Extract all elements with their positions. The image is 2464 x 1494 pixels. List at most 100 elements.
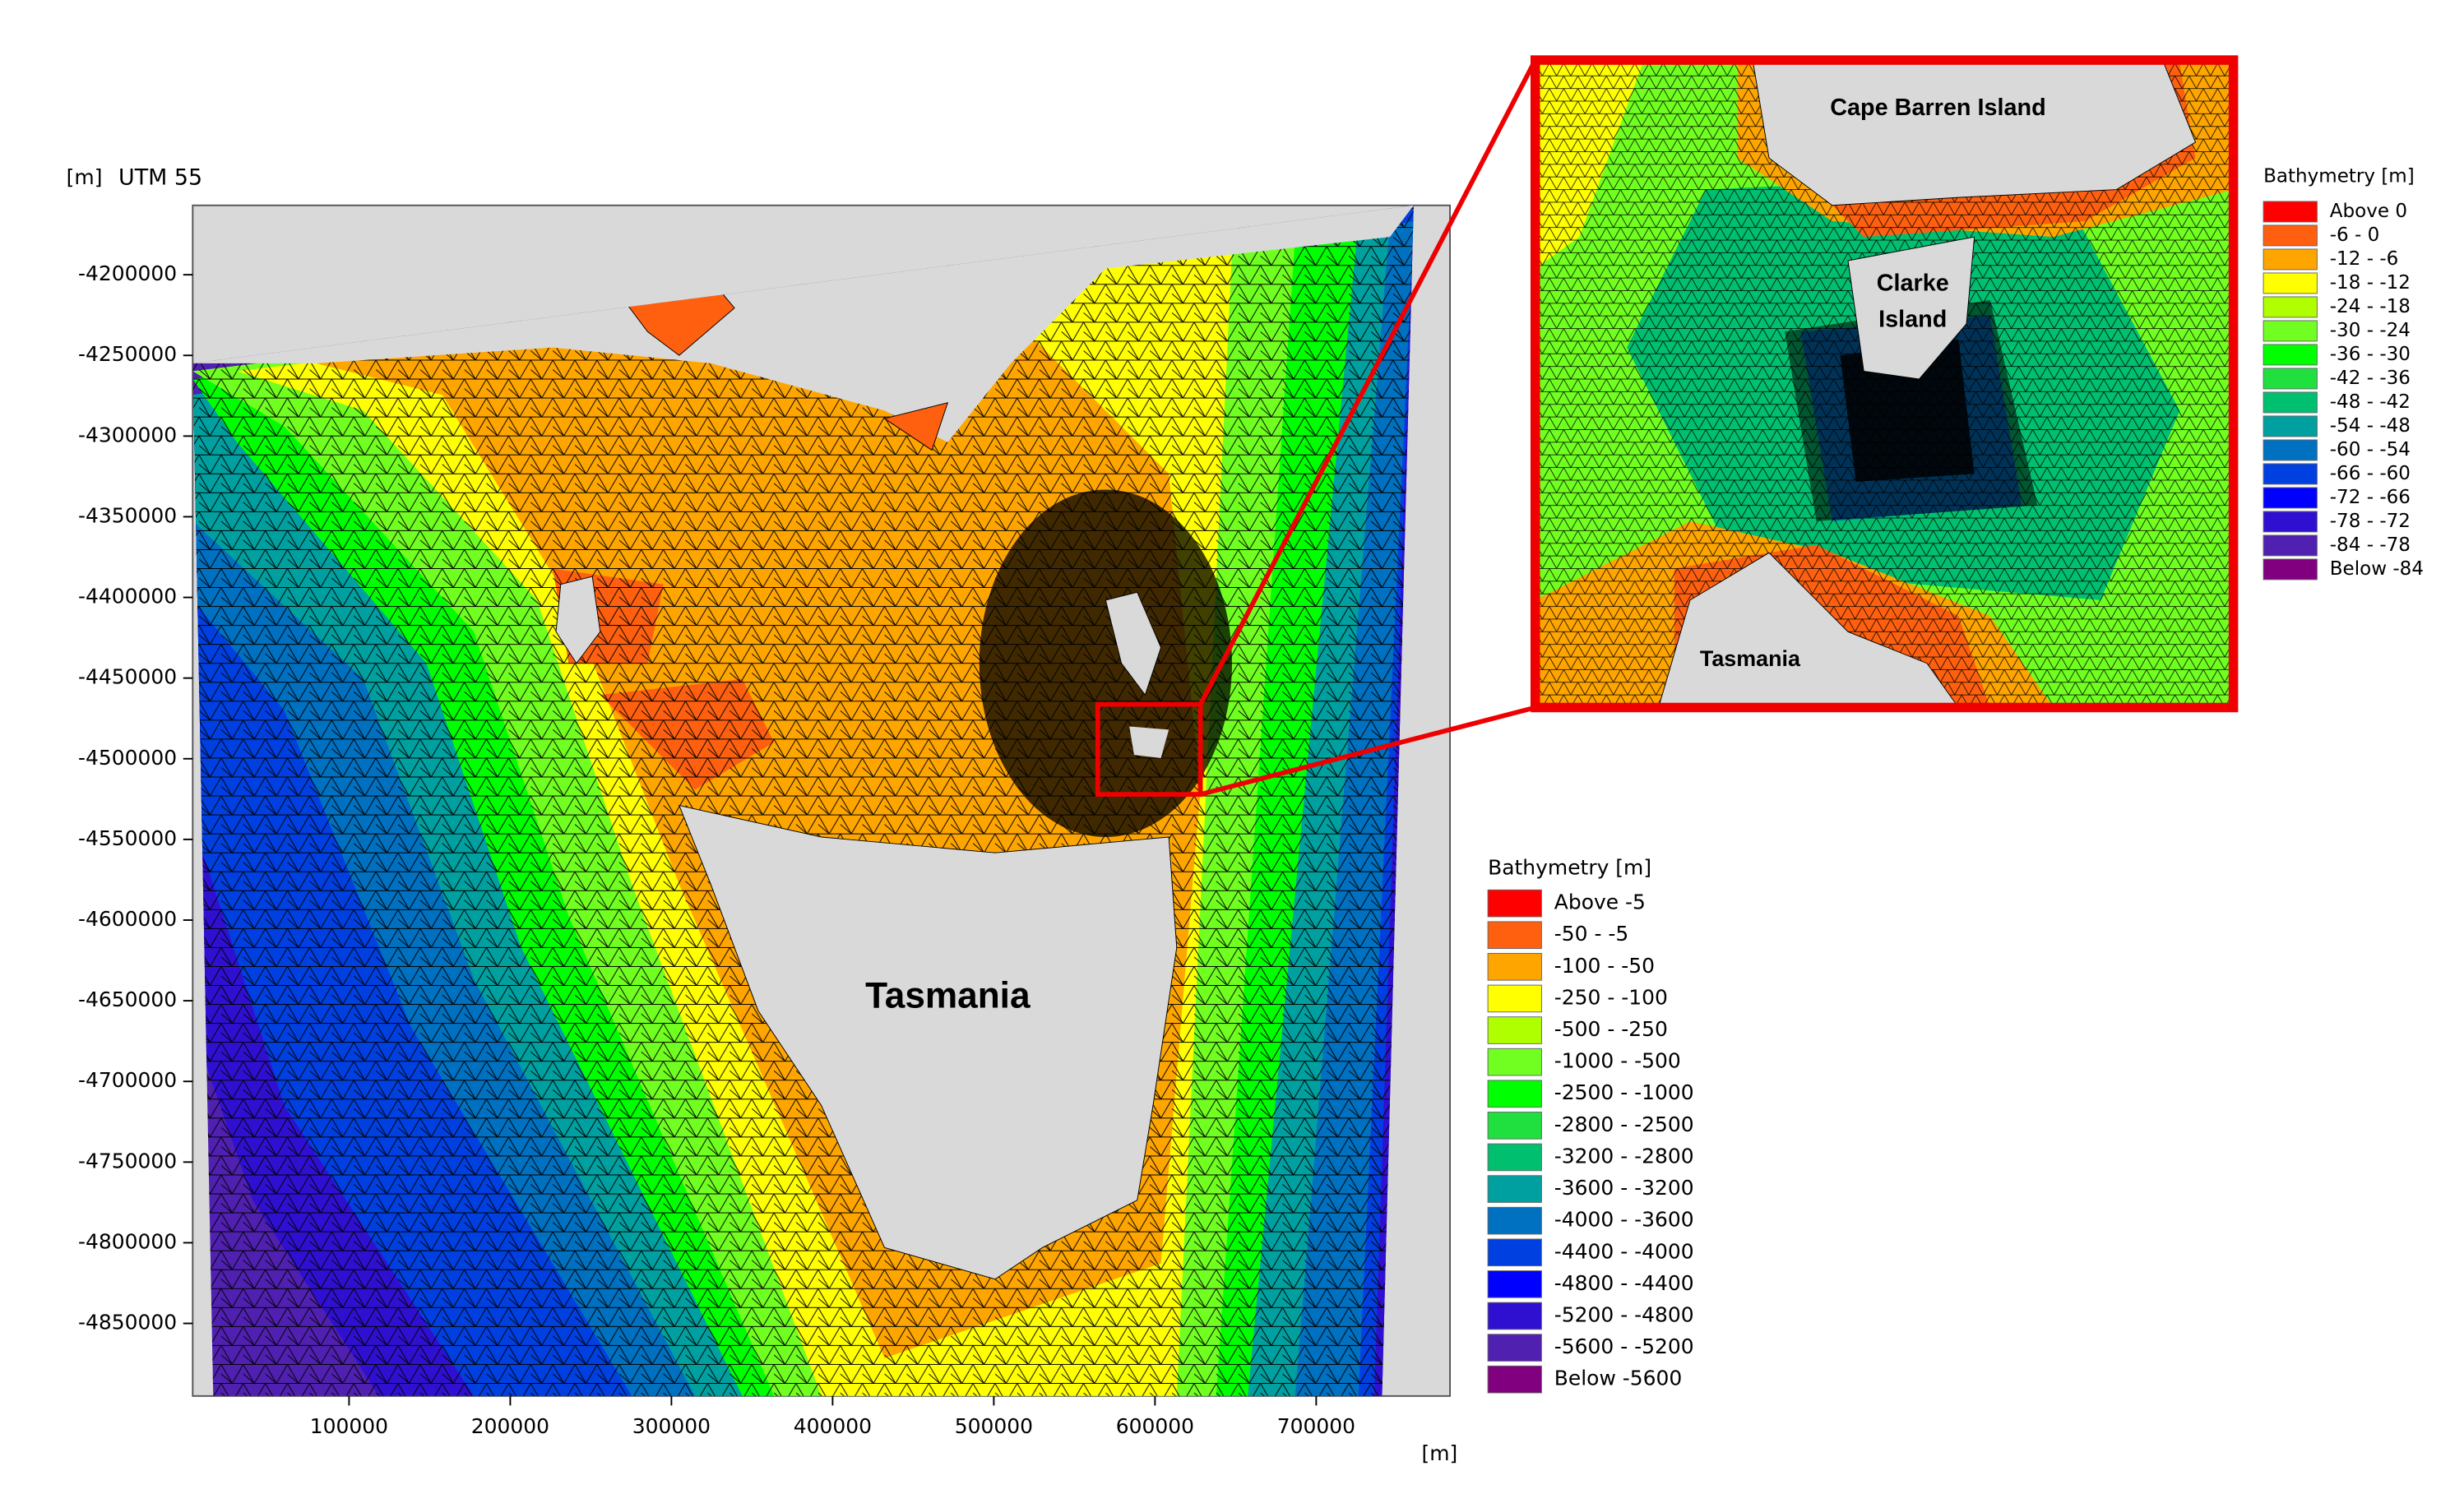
y-tick-label: -4550000 <box>78 826 177 850</box>
legend-label: -3600 - -3200 <box>1554 1176 1694 1200</box>
y-tick-label: -4850000 <box>78 1311 177 1334</box>
x-tick-label: 500000 <box>955 1414 1033 1438</box>
legend-label: -42 - -36 <box>2330 368 2411 389</box>
y-tick-label: -4750000 <box>78 1149 177 1173</box>
island-label: Island <box>1878 307 1947 333</box>
y-tick-label: -4700000 <box>78 1068 177 1092</box>
legend-label: -4400 - -4000 <box>1554 1239 1694 1263</box>
legend-swatch <box>2263 201 2318 223</box>
legend-label: -500 - -250 <box>1554 1017 1668 1041</box>
legend-label: -84 - -78 <box>2330 534 2411 556</box>
legend-label: -18 - -12 <box>2330 272 2411 294</box>
legend-label: -30 - -24 <box>2330 320 2411 341</box>
legend-label: Below -84 <box>2330 558 2424 580</box>
legend-swatch <box>2263 248 2318 271</box>
legend-swatch <box>2263 487 2318 509</box>
island-label: Tasmania <box>1700 646 1801 671</box>
inset-map <box>1535 60 2234 708</box>
legend-swatch <box>1487 1270 1542 1298</box>
legend-swatch <box>1487 1206 1542 1235</box>
y-tick-label: -4450000 <box>78 665 177 689</box>
legend-swatch <box>2263 368 2318 390</box>
x-tick-label: 400000 <box>794 1414 872 1438</box>
x-tick-label: 200000 <box>471 1414 549 1438</box>
legend-label: -54 - -48 <box>2330 415 2411 437</box>
x-tick-label: 700000 <box>1277 1414 1355 1438</box>
y-tick-label: -4350000 <box>78 503 177 527</box>
legend-label: -50 - -5 <box>1554 922 1629 946</box>
legend-label: -6 - 0 <box>2330 224 2380 246</box>
legend-swatch <box>1487 1302 1542 1330</box>
legend-label: -100 - -50 <box>1554 954 1655 978</box>
legend-swatch <box>1487 1016 1542 1044</box>
legend-swatch <box>2263 511 2318 533</box>
legend-label: -3200 - -2800 <box>1554 1144 1694 1168</box>
inset-frame <box>1530 55 2239 713</box>
legend-swatch <box>2263 320 2318 342</box>
x-tick-label: 300000 <box>632 1414 711 1438</box>
zoom-connector <box>1198 58 1538 705</box>
legend-label: -2500 - -1000 <box>1554 1080 1694 1104</box>
legend-label: -4000 - -3600 <box>1554 1208 1694 1232</box>
legend-swatch <box>2263 463 2318 485</box>
y-unit: [m] <box>67 165 103 189</box>
y-tick-label: -4600000 <box>78 907 177 931</box>
legend-swatch <box>1487 1334 1542 1362</box>
legend-label: -5200 - -4800 <box>1554 1302 1694 1326</box>
legend-swatch <box>1487 1238 1542 1267</box>
legend-label: Above -5 <box>1554 890 1646 914</box>
legend-swatch <box>2263 296 2318 318</box>
legend-label: -2800 - -2500 <box>1554 1112 1694 1136</box>
bathymetry-mesh <box>192 205 1414 1396</box>
y-tick-label: -4500000 <box>78 746 177 770</box>
legend-swatch <box>2263 224 2318 247</box>
legends: Bathymetry [m] Above -5 -50 - -5 -100 - -50… <box>1487 166 2424 1394</box>
legend-swatch <box>1487 1112 1542 1140</box>
legend-swatch <box>2263 439 2318 461</box>
legend-swatch <box>2263 415 2318 437</box>
legend-label: -1000 - -500 <box>1554 1049 1681 1073</box>
legend-label: -12 - -6 <box>2330 248 2399 270</box>
legend-swatch <box>1487 984 1542 1013</box>
legend-label: -250 - -100 <box>1554 985 1668 1009</box>
y-tick-label: -4200000 <box>78 261 177 285</box>
y-tick-label: -4650000 <box>78 988 177 1011</box>
x-unit: [m] <box>1421 1441 1457 1465</box>
axes: 100000 200000 300000 400000 500000 600000 7000… <box>78 261 1355 1438</box>
legend-title: Bathymetry [m] <box>2263 166 2415 187</box>
legend-swatch <box>2263 272 2318 294</box>
zoom-connector <box>1199 705 1536 797</box>
island-label: Cape Barren Island <box>1830 95 2045 121</box>
legend-label: -5600 - -5200 <box>1554 1334 1694 1358</box>
legend-swatch <box>1487 1175 1542 1203</box>
legend-label: -72 - -66 <box>2330 487 2411 508</box>
legend-label: Above 0 <box>2330 201 2407 222</box>
zoom-box <box>1095 701 1203 797</box>
legend-swatch <box>1487 1365 1542 1394</box>
legend-swatch <box>1487 889 1542 918</box>
legend-title: Bathymetry [m] <box>1488 855 1651 879</box>
legend-swatch <box>2263 558 2318 580</box>
y-tick-label: -4800000 <box>78 1229 177 1253</box>
legend-label: -48 - -42 <box>2330 391 2411 413</box>
y-tick-label: -4300000 <box>78 423 177 446</box>
legend-label: -60 - -54 <box>2330 439 2411 460</box>
legend-swatch <box>1487 1080 1542 1108</box>
y-tick-label: -4400000 <box>78 585 177 608</box>
legend-label: -36 - -30 <box>2330 344 2411 365</box>
legend-swatch <box>2263 344 2318 366</box>
crs-label: UTM 55 <box>118 165 202 191</box>
legend-swatch <box>2263 391 2318 414</box>
island-label: Clarke <box>1877 270 1949 296</box>
legend-label: -24 - -18 <box>2330 296 2411 317</box>
legend-label: -78 - -72 <box>2330 511 2411 532</box>
y-tick-label: -4250000 <box>78 342 177 366</box>
legend-swatch <box>2263 534 2318 557</box>
legend-swatch <box>1487 921 1542 950</box>
map-label: Tasmania <box>865 976 1031 1016</box>
legend-swatch <box>1487 953 1542 981</box>
legend-label: -4800 - -4400 <box>1554 1271 1694 1295</box>
legend-label: -66 - -60 <box>2330 463 2411 484</box>
